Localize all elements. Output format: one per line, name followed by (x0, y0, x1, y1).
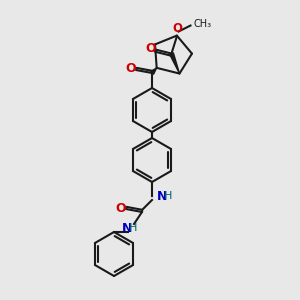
Text: CH₃: CH₃ (194, 19, 211, 28)
Polygon shape (151, 68, 157, 74)
Text: N: N (157, 190, 167, 202)
Text: O: O (172, 22, 182, 34)
Text: O: O (116, 202, 126, 214)
Text: O: O (126, 62, 136, 76)
Text: H: H (164, 191, 172, 201)
Text: N: N (122, 221, 132, 235)
Text: H: H (129, 223, 137, 233)
Polygon shape (169, 53, 179, 74)
Text: O: O (145, 42, 156, 55)
